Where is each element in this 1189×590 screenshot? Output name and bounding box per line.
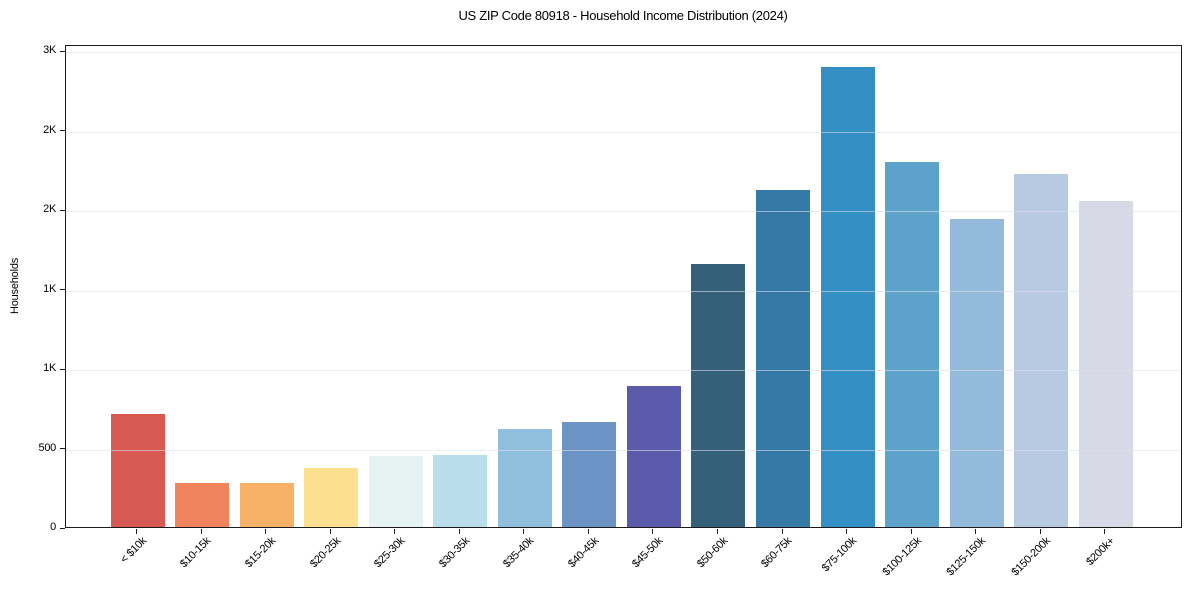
- y-tick-label: 2K: [43, 203, 56, 216]
- x-axis-tick: [975, 529, 977, 534]
- bar-75-100k: [820, 67, 875, 527]
- y-axis-tick: [60, 527, 65, 529]
- chart-title: US ZIP Code 80918 - Household Income Dis…: [458, 8, 788, 23]
- x-tick-label: $150-200k: [1009, 535, 1053, 579]
- y-tick-label: 3K: [43, 44, 56, 57]
- x-axis-tick: [523, 529, 525, 534]
- y-axis-tick: [60, 209, 65, 211]
- bar-100-125k: [885, 161, 940, 527]
- gridline: [66, 52, 1181, 54]
- y-tick-label: 0: [50, 521, 56, 533]
- gridline: [66, 290, 1181, 292]
- bar-15-20k: [239, 483, 294, 527]
- bar-125-150k: [949, 218, 1004, 527]
- y-tick-label: 500: [38, 441, 57, 454]
- bar-50-60k: [691, 264, 746, 527]
- y-axis-tick: [60, 130, 65, 132]
- y-tick-label: 1K: [43, 282, 56, 295]
- x-axis-tick: [265, 529, 267, 534]
- gridline: [66, 131, 1181, 133]
- bar-200k: [1078, 201, 1133, 527]
- x-tick-label: < $10k: [118, 535, 149, 566]
- bar-40-45k: [562, 422, 617, 527]
- plot-area: [65, 45, 1182, 528]
- x-tick-label: $45-50k: [630, 535, 666, 571]
- x-axis-tick: [136, 529, 137, 534]
- x-tick-label: $10-15k: [178, 535, 214, 571]
- x-tick-label: $30-35k: [436, 535, 472, 571]
- y-axis-tick: [60, 448, 65, 450]
- y-axis-tick: [60, 50, 65, 52]
- x-axis-tick: [329, 529, 331, 534]
- bar-35-40k: [497, 429, 552, 527]
- gridline: [66, 211, 1181, 213]
- y-tick-label: 2K: [43, 123, 56, 136]
- x-tick-label: $25-30k: [372, 535, 408, 571]
- x-tick-label: $60-75k: [759, 535, 795, 571]
- y-tick-label: 1K: [43, 362, 56, 375]
- x-axis-tick: [1039, 529, 1041, 534]
- x-axis-tick: [716, 529, 718, 534]
- bar-10-15k: [175, 483, 230, 527]
- x-axis-tick: [394, 529, 396, 534]
- bar-25-30k: [368, 455, 423, 527]
- x-axis-tick: [910, 529, 912, 534]
- bar-10k: [110, 414, 165, 527]
- x-axis-tick: [200, 529, 202, 534]
- x-axis-tick: [652, 529, 654, 534]
- x-axis-tick: [781, 529, 783, 534]
- y-axis-tick: [60, 289, 65, 291]
- bar-150-200k: [1014, 173, 1069, 527]
- y-axis-tick: [60, 368, 65, 370]
- x-tick-label: $125-150k: [944, 535, 989, 579]
- bar-20-25k: [304, 468, 359, 527]
- bar-60-75k: [756, 190, 810, 527]
- x-axis-tick: [587, 529, 589, 534]
- bar-45-50k: [626, 386, 681, 527]
- x-axis-tick: [846, 529, 848, 534]
- gridline: [66, 370, 1181, 372]
- x-tick-label: $35-40k: [501, 535, 537, 571]
- x-tick-label: $75-100k: [819, 535, 860, 575]
- x-axis-tick: [1104, 529, 1106, 534]
- x-tick-label: $40-45k: [565, 535, 601, 571]
- x-axis-tick: [458, 529, 460, 534]
- x-tick-label: $20-25k: [307, 535, 343, 571]
- x-tick-label: $15-20k: [242, 535, 279, 571]
- x-tick-label: $100-125k: [880, 535, 924, 579]
- x-tick-label: $200k+: [1084, 535, 1118, 568]
- bar-30-35k: [433, 454, 488, 527]
- x-tick-label: $50-60k: [694, 535, 730, 571]
- gridline: [66, 449, 1181, 451]
